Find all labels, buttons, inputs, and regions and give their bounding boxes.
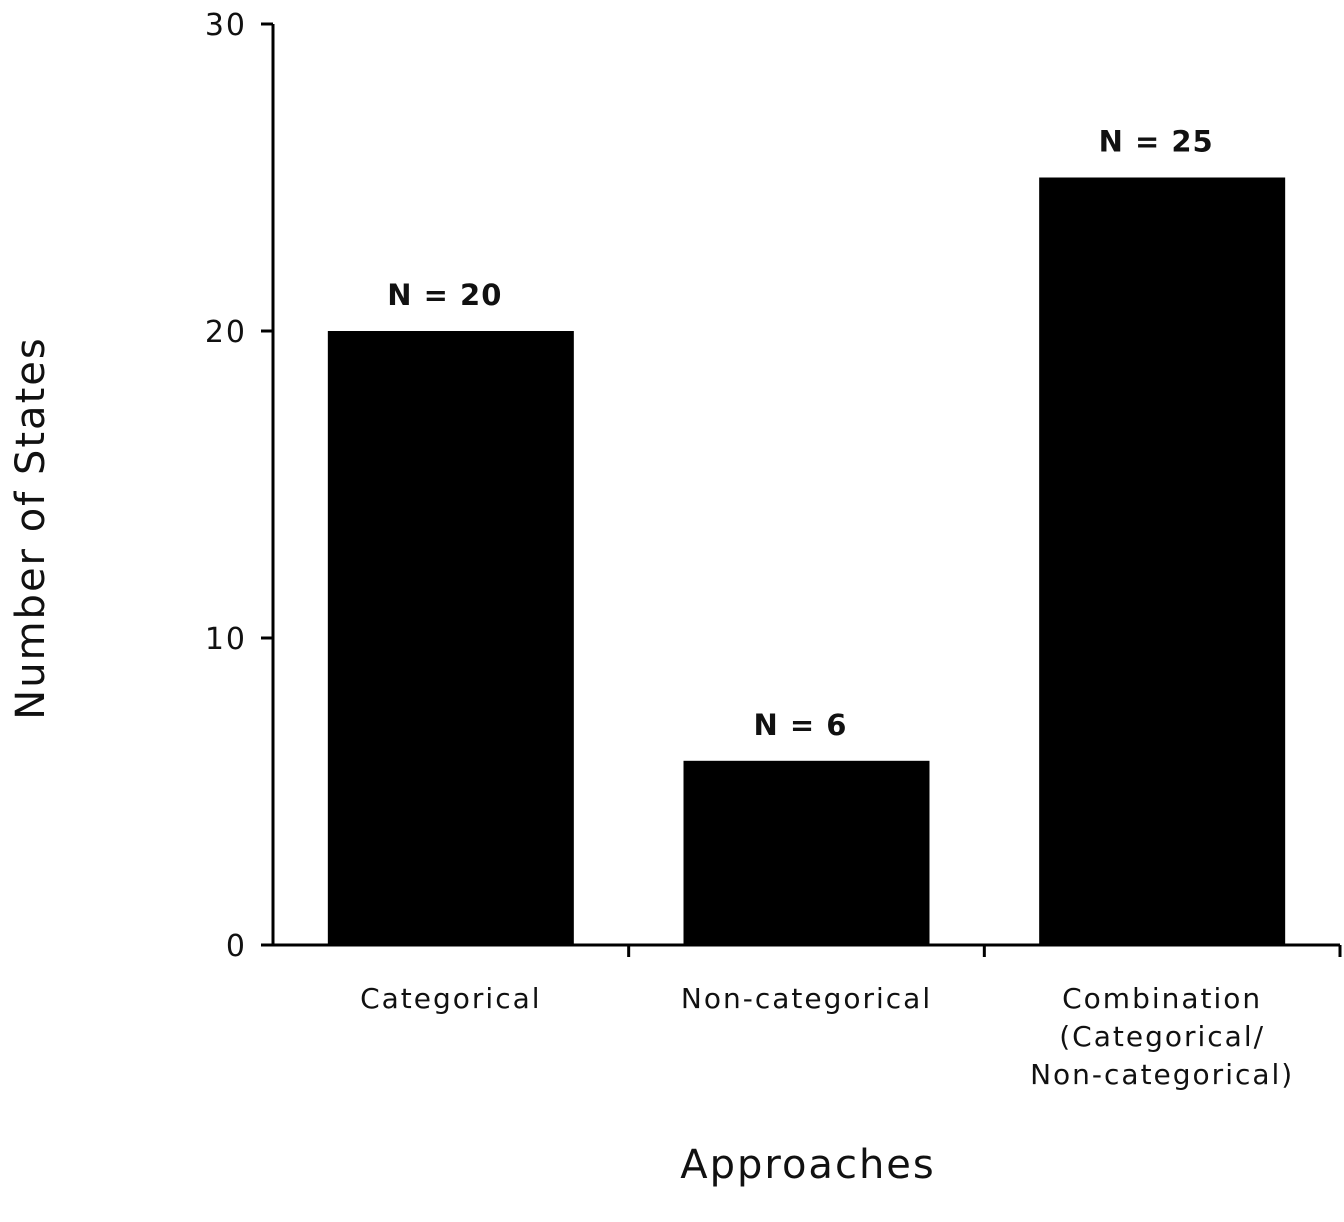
y-tick-label: 30 <box>205 8 247 43</box>
category-label: Combination (Categorical/Non-categorical) <box>1030 982 1294 1091</box>
data-label: N = 20 <box>387 278 502 312</box>
bar <box>327 331 574 945</box>
y-tick-label: 0 <box>226 929 247 964</box>
y-axis-title: Number of States <box>8 336 54 719</box>
category-label: Categorical <box>360 982 541 1015</box>
bar <box>683 760 930 945</box>
bar <box>1039 177 1286 945</box>
data-label: N = 25 <box>1099 125 1214 159</box>
y-tick-label: 10 <box>205 622 247 657</box>
category-label: Non-categorical <box>681 982 932 1015</box>
data-label: N = 6 <box>754 708 848 742</box>
bars-layer <box>327 177 1286 945</box>
labels-layer: 0 10 20 30 N = 20 Categorical N = 6 Non-categor… <box>205 8 1294 1091</box>
y-tick-label: 20 <box>205 315 247 350</box>
x-axis-title: Approaches <box>680 1142 936 1188</box>
